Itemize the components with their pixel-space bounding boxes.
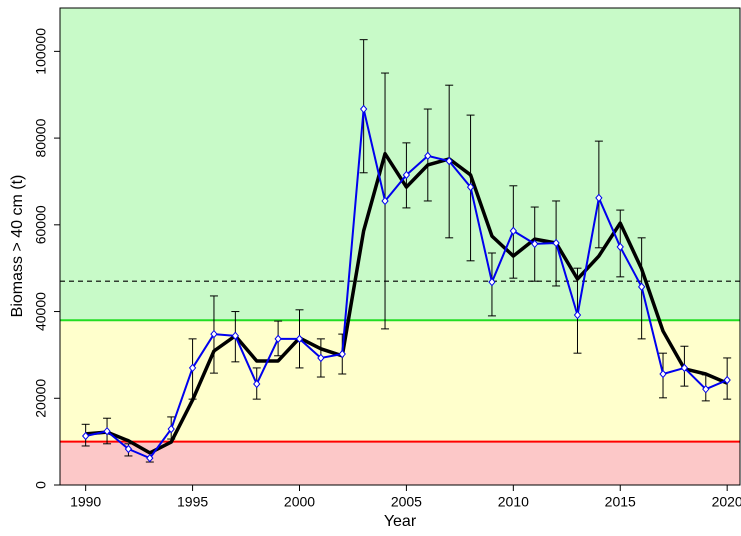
y-axis-label: Biomass > 40 cm (t) (9, 175, 26, 318)
point (359, 104, 368, 114)
point (424, 151, 432, 161)
y-tick-label: 40000 (33, 292, 49, 331)
point (466, 182, 475, 192)
point (103, 426, 111, 436)
point (637, 282, 646, 292)
point (253, 379, 261, 389)
x-axis-label: Year (384, 513, 417, 530)
point (338, 349, 346, 359)
point (274, 334, 282, 344)
x-tick-label: 2020 (712, 494, 741, 510)
point (82, 431, 90, 441)
series-line (85, 151, 728, 455)
point (124, 444, 133, 454)
point (509, 226, 517, 236)
x-tick-label: 1990 (70, 494, 101, 510)
point (531, 239, 539, 249)
point (317, 353, 325, 363)
point (573, 310, 582, 320)
y-tick-label: 0 (33, 481, 49, 489)
point (402, 170, 411, 180)
point (595, 193, 603, 203)
zone (60, 441, 740, 485)
point (616, 242, 624, 252)
x-tick-label: 2000 (284, 494, 315, 510)
point (231, 331, 240, 341)
y-tick-label: 20000 (33, 379, 49, 418)
point (659, 369, 667, 379)
y-tick-label: 100000 (33, 28, 49, 75)
x-tick-label: 2015 (605, 494, 636, 510)
point (210, 329, 218, 339)
point (552, 238, 560, 248)
point (146, 453, 154, 463)
x-tick-label: 2010 (498, 494, 529, 510)
point (167, 424, 175, 434)
zone (60, 8, 740, 321)
point (381, 196, 389, 206)
point (445, 156, 453, 166)
point (702, 384, 710, 394)
point (680, 363, 689, 373)
point (295, 334, 304, 344)
y-tick-label: 60000 (33, 205, 49, 244)
x-tick-label: 2005 (391, 494, 422, 510)
point (723, 375, 731, 385)
point (488, 277, 496, 287)
x-tick-label: 1995 (177, 494, 208, 510)
plot-frame (59, 7, 741, 486)
y-tick-label: 80000 (33, 118, 49, 157)
point (188, 363, 197, 373)
